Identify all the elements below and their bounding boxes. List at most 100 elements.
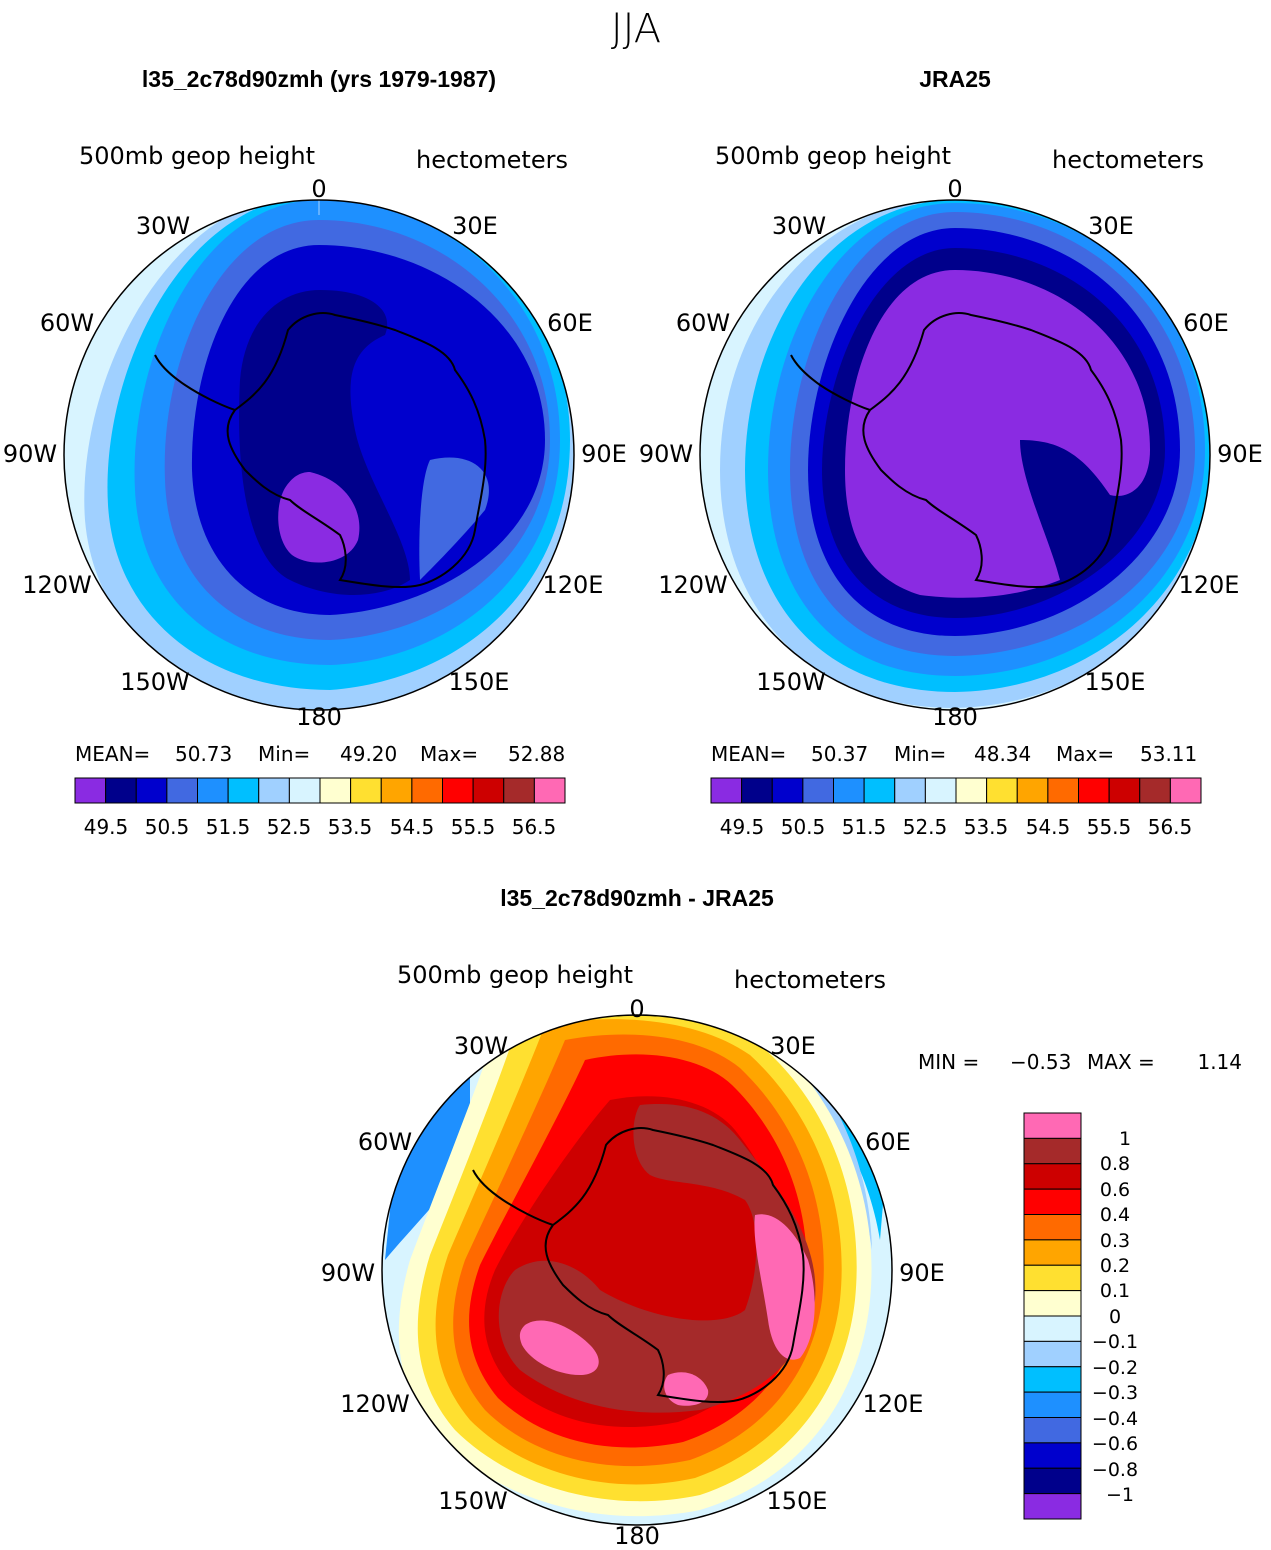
lon-label-90w: 90W bbox=[3, 440, 57, 468]
field-label: 500mb geop height bbox=[715, 142, 951, 170]
units-label: hectometers bbox=[1052, 146, 1204, 174]
colorbar-tick-label: 49.5 bbox=[720, 815, 765, 839]
max-value: 1.14 bbox=[1197, 1050, 1242, 1074]
colorbar-swatch bbox=[319, 777, 352, 804]
colorbar-tick-label: 0.1 bbox=[1100, 1280, 1130, 1302]
lon-label-60w: 60W bbox=[358, 1128, 412, 1156]
lon-label-150e: 150E bbox=[1085, 668, 1146, 696]
min-label: MIN = bbox=[918, 1050, 979, 1074]
lon-label-180: 180 bbox=[296, 703, 342, 731]
colorbar-swatch bbox=[411, 777, 443, 804]
colorbar-swatch bbox=[166, 777, 198, 804]
colorbar: 49.5 50.5 51.5 52.5 53.5 54.5 55.5 56.5 bbox=[710, 777, 1202, 839]
lon-label-90e: 90E bbox=[1217, 440, 1263, 468]
colorbar-frame bbox=[74, 777, 566, 804]
colorbar-swatch bbox=[350, 777, 382, 804]
map-boundary bbox=[63, 199, 575, 711]
max-value: 52.88 bbox=[508, 742, 565, 766]
lon-label-120w: 120W bbox=[22, 571, 92, 599]
mean-label: MEAN= bbox=[75, 742, 150, 766]
colorbar: 49.5 50.5 51.5 52.5 53.5 54.5 55.5 56.5 bbox=[74, 777, 566, 839]
lon-label-150e: 150E bbox=[449, 668, 510, 696]
max-value: 53.11 bbox=[1140, 742, 1197, 766]
min-max-line: MIN = −0.53 MAX = 1.14 bbox=[918, 1050, 1242, 1074]
lon-label-30w: 30W bbox=[136, 212, 190, 240]
colorbar-swatch bbox=[1023, 1493, 1082, 1520]
units-label: hectometers bbox=[416, 146, 568, 174]
min-value: 48.34 bbox=[974, 742, 1031, 766]
colorbar-swatch bbox=[105, 777, 137, 804]
colorbar-swatch bbox=[1023, 1467, 1082, 1495]
contour-fill bbox=[419, 457, 489, 580]
colorbar-swatch bbox=[503, 777, 535, 804]
colorbar-swatch bbox=[380, 777, 413, 804]
colorbar-swatch bbox=[986, 777, 1018, 804]
colorbar-swatch bbox=[472, 777, 505, 804]
lon-label-60e: 60E bbox=[1183, 309, 1229, 337]
lon-label-90w: 90W bbox=[321, 1259, 375, 1287]
colorbar-tick-label: −0.8 bbox=[1092, 1459, 1138, 1481]
colorbar-tick-label: 50.5 bbox=[145, 815, 190, 839]
colorbar-tick-label: 52.5 bbox=[903, 815, 948, 839]
longitude-labels: 0 30E 60E 90E 120E 150E 180 150W 120W 90… bbox=[3, 175, 627, 731]
colorbar-swatch bbox=[1169, 777, 1202, 804]
colorbar-swatch bbox=[1023, 1264, 1082, 1292]
colorbar-swatch bbox=[533, 777, 566, 804]
season-title: JJA bbox=[611, 6, 661, 52]
colorbar-tick-label: 56.5 bbox=[1148, 815, 1193, 839]
lon-label-60e: 60E bbox=[547, 309, 593, 337]
colorbar-tick-label: −0.4 bbox=[1092, 1408, 1138, 1430]
max-label: MAX = bbox=[1087, 1050, 1155, 1074]
colorbar-swatch bbox=[1108, 777, 1141, 804]
min-label: Min= bbox=[258, 742, 310, 766]
colorbar-swatch bbox=[74, 777, 107, 804]
colorbar-frame bbox=[1023, 1112, 1082, 1520]
colorbar-swatches bbox=[1023, 1112, 1082, 1520]
colorbar-swatch bbox=[1023, 1442, 1082, 1469]
units-label: hectometers bbox=[734, 966, 886, 994]
colorbar-swatch bbox=[863, 777, 896, 804]
field-label: 500mb geop height bbox=[397, 961, 633, 989]
lon-label-0: 0 bbox=[947, 175, 962, 203]
polar-map bbox=[64, 200, 574, 710]
lon-label-0: 0 bbox=[629, 995, 644, 1023]
colorbar-tick-label: 50.5 bbox=[781, 815, 826, 839]
colorbar-swatch bbox=[955, 777, 988, 804]
antarctica-coastline bbox=[226, 312, 487, 589]
lon-label-60w: 60W bbox=[676, 309, 730, 337]
colorbar-swatch bbox=[135, 777, 168, 804]
map-boundary bbox=[699, 199, 1211, 711]
mean-value: 50.73 bbox=[175, 742, 232, 766]
mean-label: MEAN= bbox=[711, 742, 786, 766]
colorbar-swatch bbox=[1023, 1239, 1082, 1266]
colorbar-tick-label: 52.5 bbox=[267, 815, 312, 839]
stats-line: MEAN= 50.37 Min= 48.34 Max= 53.11 bbox=[711, 742, 1197, 766]
panel-title: l35_2c78d90zmh (yrs 1979-1987) bbox=[142, 66, 496, 92]
min-value: 49.20 bbox=[340, 742, 397, 766]
colorbar-swatch bbox=[1023, 1290, 1082, 1317]
colorbar-swatch bbox=[833, 777, 865, 804]
colorbar-tick-label: −0.2 bbox=[1092, 1357, 1138, 1379]
colorbar-tick-label: −0.3 bbox=[1092, 1382, 1138, 1404]
colorbar-frame bbox=[710, 777, 1202, 804]
colorbar-swatch bbox=[1023, 1391, 1082, 1418]
colorbar-tick-label: 55.5 bbox=[451, 815, 496, 839]
colorbar-tick-label: 54.5 bbox=[390, 815, 435, 839]
colorbar-swatch bbox=[1078, 777, 1110, 804]
lon-label-150w: 150W bbox=[120, 668, 190, 696]
min-label: Min= bbox=[894, 742, 946, 766]
colorbar-swatch bbox=[710, 777, 743, 804]
field-label: 500mb geop height bbox=[79, 142, 315, 170]
colorbar-tick-label: 53.5 bbox=[964, 815, 1009, 839]
panel-difference: l35_2c78d90zmh - JRA25 500mb geop height… bbox=[321, 885, 1242, 1550]
colorbar-swatch bbox=[197, 777, 229, 804]
lon-label-150w: 150W bbox=[756, 668, 826, 696]
colorbar-swatch bbox=[227, 777, 260, 804]
colorbar-swatch bbox=[771, 777, 804, 804]
lon-label-180: 180 bbox=[932, 703, 978, 731]
lon-label-150w: 150W bbox=[438, 1487, 508, 1515]
lon-label-30e: 30E bbox=[1088, 212, 1134, 240]
lon-label-60e: 60E bbox=[865, 1128, 911, 1156]
colorbar-tick-label: 0.2 bbox=[1100, 1255, 1130, 1277]
colorbar-swatches bbox=[74, 777, 566, 804]
